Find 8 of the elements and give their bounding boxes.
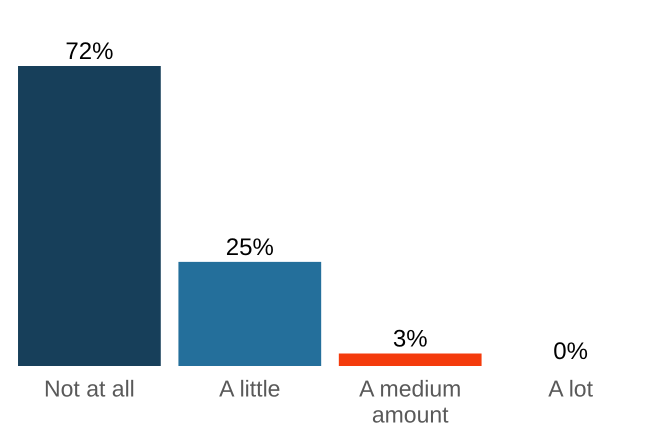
x-tick-label: A medium amount [359, 376, 462, 428]
data-label: 0% [553, 338, 588, 365]
data-label: 72% [65, 38, 114, 65]
x-tick-label: A little [219, 376, 280, 402]
x-tick-label: Not at all [44, 376, 135, 402]
data-label: 3% [392, 326, 428, 352]
x-tick-label: A lot [548, 376, 594, 402]
data-label: 25% [226, 234, 274, 261]
